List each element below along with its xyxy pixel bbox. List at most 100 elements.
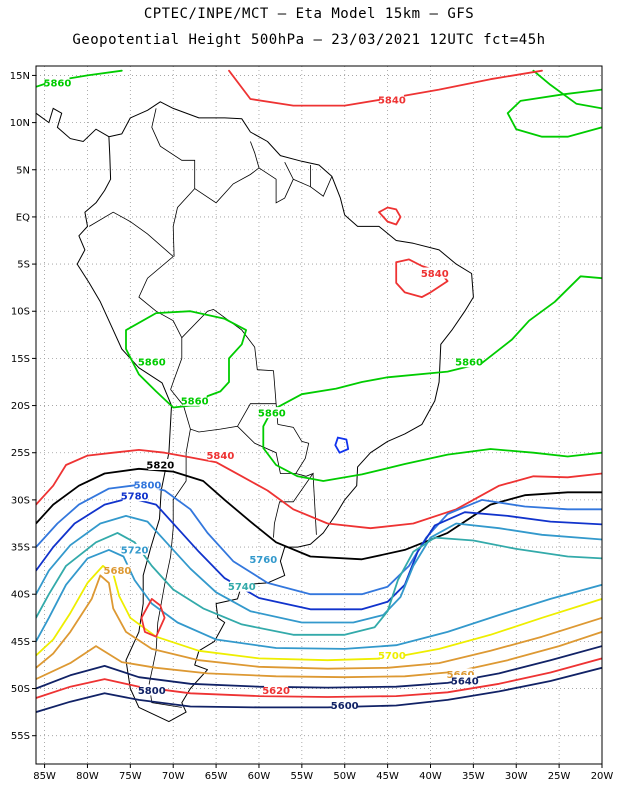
map-geography xyxy=(36,94,474,723)
country-border xyxy=(310,176,333,197)
x-tick-label: 75W xyxy=(119,771,142,782)
x-tick-label: 20W xyxy=(591,771,614,782)
contour-5860 xyxy=(506,88,602,138)
y-tick-label: 55S xyxy=(11,731,30,742)
contour-label: 5860 xyxy=(44,78,72,89)
central-america-coast xyxy=(36,94,110,143)
country-border xyxy=(88,211,183,390)
contour-label: 5820 xyxy=(146,460,174,471)
contour-label-bg xyxy=(122,543,147,555)
country-border xyxy=(181,308,279,425)
contour-label-bg xyxy=(139,356,164,368)
contour-5840 xyxy=(140,598,166,638)
contour-label: 5620 xyxy=(262,686,290,697)
contour-5600 xyxy=(36,666,602,713)
y-tick-label: EQ xyxy=(16,212,30,223)
country-border xyxy=(258,162,294,204)
contour-5840 xyxy=(378,206,402,226)
contour-label-bg xyxy=(251,553,276,565)
contour-label: 5860 xyxy=(258,409,286,420)
x-tick-label: 80W xyxy=(76,771,99,782)
contour-label-bg xyxy=(229,580,254,592)
contour-label-bg xyxy=(208,449,233,461)
contour-label-bg xyxy=(264,684,289,696)
contour-5840 xyxy=(228,69,543,107)
contour-labels: 5860 5840 5840 5860 5860 5860 5860 5840 5820 5800… xyxy=(44,76,483,712)
contour-5860 xyxy=(334,436,350,454)
y-tick-label: 20S xyxy=(11,401,30,412)
y-tick-label: 5N xyxy=(16,165,30,176)
contour-label: 5840 xyxy=(378,95,406,106)
contour-label: 5700 xyxy=(378,651,406,662)
contour-label-bg xyxy=(422,267,447,279)
contour-label-bg xyxy=(182,394,207,406)
contour-label: 5800 xyxy=(138,686,166,697)
country-border xyxy=(151,108,196,257)
contour-5820 xyxy=(36,467,602,561)
contour-label-bg xyxy=(148,458,173,470)
contour-5700 xyxy=(36,565,602,662)
contour-5860 xyxy=(125,310,247,409)
x-tick-label: 85W xyxy=(33,771,56,782)
contour-label: 5860 xyxy=(181,396,209,407)
x-tick-label: 55W xyxy=(291,771,314,782)
contour-label-bg xyxy=(45,76,70,88)
y-tick-label: 10N xyxy=(10,118,30,129)
contour-label: 5800 xyxy=(134,480,162,491)
contour-5860 xyxy=(300,275,602,396)
contour-label: 5780 xyxy=(121,492,149,503)
y-tick-label: 15S xyxy=(11,354,30,365)
country-border xyxy=(273,472,315,538)
contour-label: 5860 xyxy=(455,358,483,369)
x-tick-label: 35W xyxy=(462,771,485,782)
contour-label-bg xyxy=(379,93,404,105)
plot-frame xyxy=(35,65,603,765)
contour-label-bg xyxy=(452,674,477,686)
x-tick-label: 70W xyxy=(162,771,185,782)
contour-label: 5760 xyxy=(249,555,277,566)
contour-label-bg xyxy=(379,649,404,661)
contour-label: 5840 xyxy=(206,451,234,462)
contour-label-bg xyxy=(259,407,284,419)
contour-label: 5640 xyxy=(451,676,479,687)
contour-5680 xyxy=(36,574,602,670)
contour-5760 xyxy=(36,515,602,624)
y-tick-label: 10S xyxy=(11,307,30,318)
contour-label: 5740 xyxy=(228,582,256,593)
contour-label-bg xyxy=(139,684,164,696)
chart-subtitle: Geopotential Height 500hPa – 23/03/2021 … xyxy=(72,32,546,48)
contour-5620 xyxy=(36,657,602,699)
axis-ticks: 85W 80W 75W 70W 65W 60W 55W 50W 45W 40W 35W 30W 25W 2… xyxy=(10,71,614,782)
contour-5860 xyxy=(262,393,602,482)
y-tick-label: 30S xyxy=(11,495,30,506)
contour-5840 xyxy=(36,449,602,530)
y-tick-label: 40S xyxy=(11,590,30,601)
y-tick-label: 50S xyxy=(11,684,30,695)
contour-label-bg xyxy=(105,564,130,576)
contour-label-bg xyxy=(457,356,482,368)
contour-5840 xyxy=(395,258,449,298)
contour-5740 xyxy=(36,532,602,636)
contour-label-bg xyxy=(122,490,147,502)
country-border xyxy=(293,165,311,188)
contour-5780 xyxy=(36,497,602,611)
contour-5720 xyxy=(36,549,602,650)
contour-label: 5680 xyxy=(104,566,132,577)
x-tick-label: 45W xyxy=(376,771,399,782)
x-tick-label: 30W xyxy=(505,771,528,782)
contour-5800 xyxy=(36,483,602,596)
contour-lines xyxy=(36,69,602,713)
contour-label: 5600 xyxy=(331,701,359,712)
y-tick-label: 45S xyxy=(11,637,30,648)
x-tick-label: 60W xyxy=(248,771,271,782)
contour-label-bg xyxy=(448,668,473,680)
contour-label-bg xyxy=(332,699,357,711)
chart-title: CPTEC/INPE/MCT – Eta Model 15km – GFS xyxy=(143,6,475,22)
y-tick-label: 5S xyxy=(17,260,30,271)
contour-label: 5720 xyxy=(121,545,149,556)
country-border xyxy=(194,141,260,204)
y-tick-label: 15N xyxy=(10,71,30,82)
x-tick-label: 25W xyxy=(548,771,571,782)
contour-label-bg xyxy=(135,478,160,490)
